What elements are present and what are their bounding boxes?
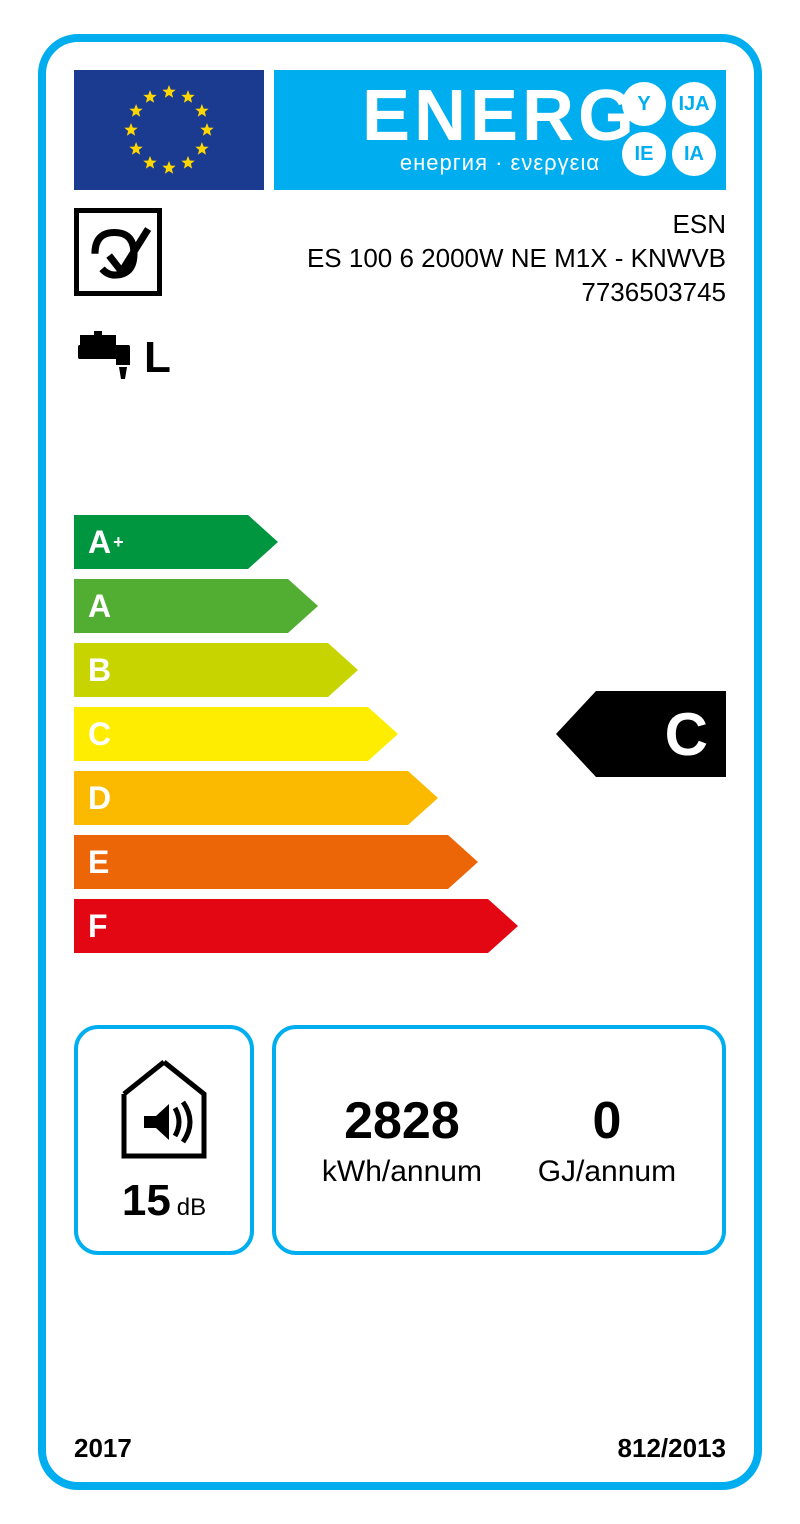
badge: IJA bbox=[672, 82, 716, 126]
footer-year: 2017 bbox=[74, 1433, 132, 1464]
energ-title: ENERG bbox=[362, 84, 638, 149]
energy-class-row: F bbox=[74, 899, 518, 953]
footer-row: 2017 812/2013 bbox=[74, 1433, 726, 1464]
kwh-group: 2828 kWh/annum bbox=[322, 1091, 482, 1189]
product-model: ES 100 6 2000W NE M1X - KNWVB bbox=[307, 242, 726, 276]
energy-class-label: D bbox=[88, 771, 111, 825]
rating-letter: C bbox=[665, 700, 708, 769]
badge: Y bbox=[622, 82, 666, 126]
energ-badges: Y IJA IE IA bbox=[622, 82, 716, 176]
noise-icon bbox=[109, 1054, 219, 1164]
energy-class-row: C bbox=[74, 707, 398, 761]
consumption-box: 2828 kWh/annum 0 GJ/annum bbox=[272, 1025, 726, 1255]
gj-value: 0 bbox=[592, 1091, 621, 1151]
tap-icon bbox=[74, 331, 134, 385]
product-code: 7736503745 bbox=[307, 276, 726, 310]
energ-subtitle: енергия · ενεργεια bbox=[400, 150, 600, 176]
product-text: ESN ES 100 6 2000W NE M1X - KNWVB 773650… bbox=[307, 208, 726, 309]
rating-pointer: C bbox=[556, 691, 726, 777]
energy-class-row: E bbox=[74, 835, 478, 889]
kwh-value: 2828 bbox=[344, 1091, 460, 1151]
eu-flag bbox=[74, 70, 264, 190]
energy-class-row: A+ bbox=[74, 515, 278, 569]
energy-class-row: A bbox=[74, 579, 318, 633]
badge: IA bbox=[672, 132, 716, 176]
footer-regulation: 812/2013 bbox=[618, 1433, 726, 1464]
badge: IE bbox=[622, 132, 666, 176]
energy-class-label: B bbox=[88, 643, 111, 697]
header-row: ENERG енергия · ενεργεια Y IJA IE IA bbox=[74, 70, 726, 190]
tap-row: L bbox=[74, 331, 726, 385]
noise-unit: dB bbox=[177, 1194, 206, 1222]
noise-box: 15 dB bbox=[74, 1025, 254, 1255]
energy-class-label: E bbox=[88, 835, 109, 889]
gj-unit: GJ/annum bbox=[538, 1155, 676, 1189]
energy-scale: C A+ABCDEF bbox=[74, 515, 726, 965]
energy-class-label: F bbox=[88, 899, 108, 953]
energy-class-label: C bbox=[88, 707, 111, 761]
kwh-unit: kWh/annum bbox=[322, 1155, 482, 1189]
energy-class-label: A+ bbox=[88, 515, 124, 569]
noise-value: 15 bbox=[122, 1176, 171, 1226]
energy-class-row: B bbox=[74, 643, 358, 697]
product-row: ESN ES 100 6 2000W NE M1X - KNWVB 773650… bbox=[74, 208, 726, 309]
quality-mark-icon bbox=[74, 208, 162, 296]
specs-row: 15 dB 2828 kWh/annum 0 GJ/annum bbox=[74, 1025, 726, 1255]
energ-block: ENERG енергия · ενεργεια Y IJA IE IA bbox=[274, 70, 726, 190]
tap-profile: L bbox=[144, 333, 171, 383]
energy-label: ENERG енергия · ενεργεια Y IJA IE IA ESN… bbox=[38, 34, 762, 1490]
product-brand: ESN bbox=[307, 208, 726, 242]
gj-group: 0 GJ/annum bbox=[538, 1091, 676, 1189]
energy-class-label: A bbox=[88, 579, 111, 633]
energy-class-row: D bbox=[74, 771, 438, 825]
